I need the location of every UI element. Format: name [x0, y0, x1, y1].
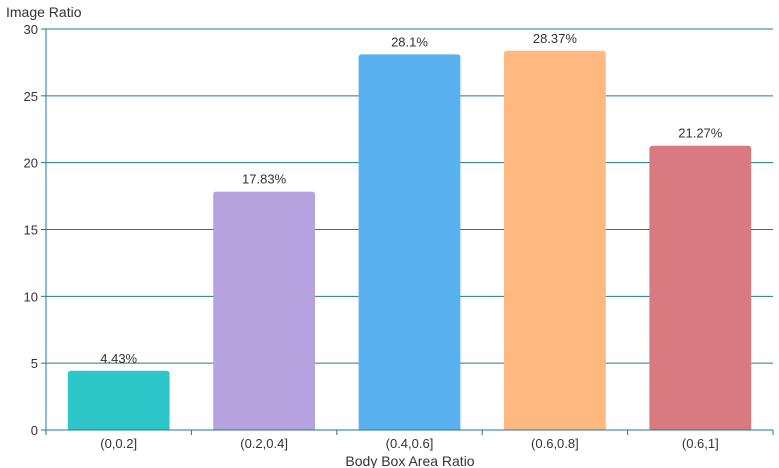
bar[interactable] [213, 191, 315, 430]
data-label: 28.1% [391, 34, 428, 49]
bar[interactable] [67, 370, 170, 430]
x-tick-label: (0,0.2] [100, 436, 137, 451]
data-label: 17.83% [242, 172, 287, 187]
y-tick-label: 15 [24, 223, 38, 238]
x-tick-label: (0.6,0.8] [531, 436, 579, 451]
bar[interactable] [649, 145, 752, 431]
x-axis-title: Body Box Area Ratio [345, 453, 474, 468]
y-axis-title: Image Ratio [6, 4, 82, 20]
y-tick-label: 10 [24, 289, 38, 304]
data-label: 28.37% [533, 31, 578, 46]
bar[interactable] [358, 54, 461, 430]
x-tick-label: (0.6,1] [682, 436, 719, 451]
y-tick-label: 0 [31, 423, 38, 438]
y-tick-label: 5 [31, 356, 38, 371]
bars [67, 50, 752, 431]
data-label: 21.27% [678, 126, 723, 141]
y-tick-label: 30 [24, 22, 38, 37]
x-tick-label: (0.4,0.6] [386, 436, 434, 451]
axes: 0 5 10 15 20 25 30 (0,0.2] (0.2,0.4] (0.4,0.6] (0.… [24, 22, 774, 451]
data-labels: 4.43% 17.83% 28.1% 28.37% 21.27% [100, 31, 723, 366]
x-tick-label: (0.2,0.4] [240, 436, 288, 451]
y-tick-label: 25 [24, 89, 38, 104]
y-tick-label: 20 [24, 156, 38, 171]
bar[interactable] [504, 50, 606, 431]
data-label: 4.43% [100, 351, 137, 366]
